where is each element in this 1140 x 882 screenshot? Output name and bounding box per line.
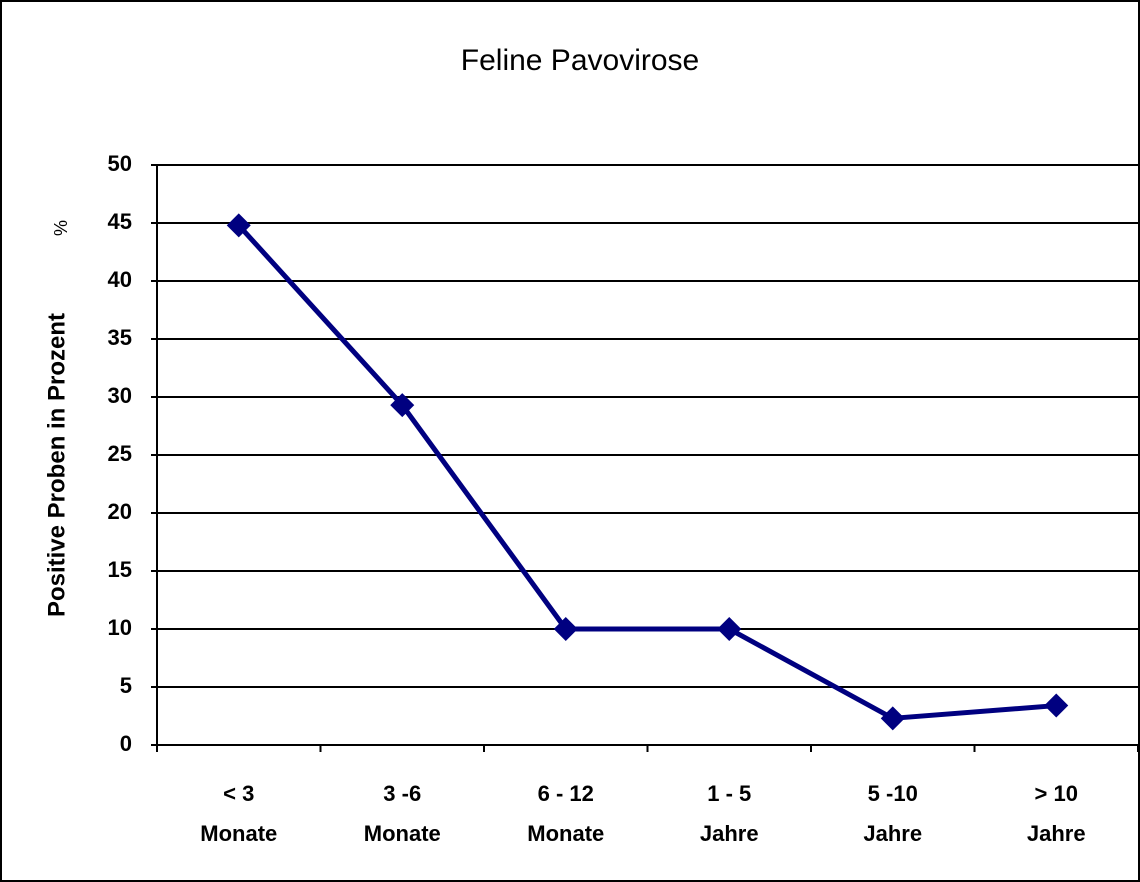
- y-tick-label: 5: [120, 673, 132, 698]
- y-tick-label: 45: [108, 209, 132, 234]
- y-axis-unit: %: [51, 220, 71, 236]
- data-point: [1044, 693, 1069, 718]
- x-tick-label: 3 -6: [383, 781, 421, 806]
- data-point: [390, 393, 415, 418]
- y-tick-label: 40: [108, 267, 132, 292]
- y-tick-label: 20: [108, 499, 132, 524]
- data-point: [553, 617, 578, 641]
- y-tick-label: 15: [108, 557, 132, 582]
- x-tick-label: Monate: [527, 821, 604, 846]
- data-point: [717, 617, 742, 641]
- y-tick-label: 0: [120, 731, 132, 756]
- x-tick-label: Monate: [364, 821, 441, 846]
- data-point: [880, 706, 905, 731]
- x-tick-label: Jahre: [1027, 821, 1086, 846]
- y-tick-label: 25: [108, 441, 132, 466]
- y-tick-label: 35: [108, 325, 132, 350]
- x-tick-label: 6 - 12: [538, 781, 594, 806]
- y-axis-label: Positive Proben in Prozent: [43, 313, 70, 617]
- x-tick-label: 1 - 5: [707, 781, 751, 806]
- x-tick-label: Jahre: [863, 821, 922, 846]
- series-line: [236, 223, 1057, 721]
- x-tick-label: Monate: [200, 821, 277, 846]
- x-tick-label: Jahre: [700, 821, 759, 846]
- y-tick-label: 10: [108, 615, 132, 640]
- data-point: [226, 213, 251, 238]
- y-tick-label: 30: [108, 383, 132, 408]
- x-tick-label: < 3: [223, 781, 254, 806]
- chart-title: Feline Pavovirose: [461, 44, 699, 77]
- x-tick-label: 5 -10: [868, 781, 918, 806]
- x-tick-label: > 10: [1035, 781, 1078, 806]
- y-tick-label: 50: [108, 151, 132, 176]
